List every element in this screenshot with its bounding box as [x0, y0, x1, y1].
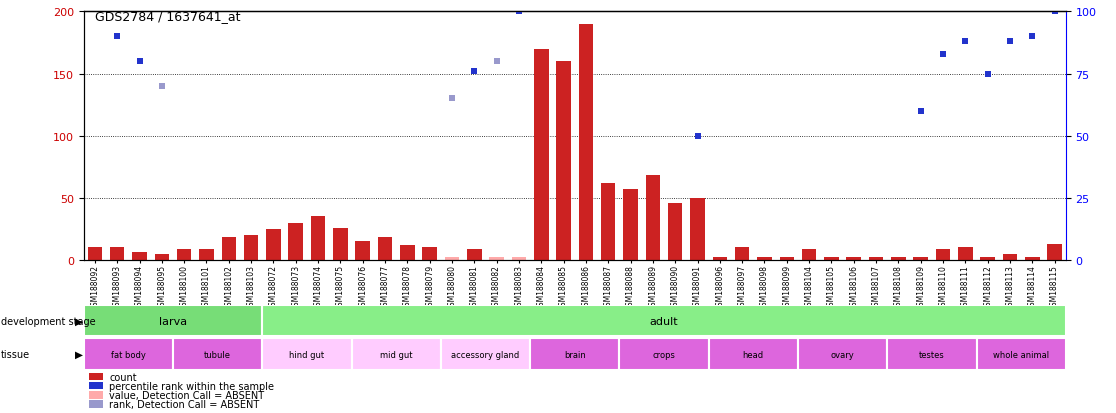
Bar	[709, 339, 798, 370]
Bar	[798, 339, 887, 370]
Bar	[868, 258, 883, 260]
Point	[443, 96, 461, 102]
Bar	[400, 245, 414, 260]
Text: rank, Detection Call = ABSENT: rank, Detection Call = ABSENT	[109, 399, 260, 409]
Text: ▶: ▶	[75, 349, 83, 359]
Bar	[887, 339, 976, 370]
Point	[86, 2, 104, 8]
Bar	[891, 258, 905, 260]
Point	[131, 59, 148, 65]
Bar	[556, 62, 570, 260]
Bar	[176, 249, 192, 260]
Bar	[262, 339, 352, 370]
Bar	[466, 249, 481, 260]
Bar	[779, 258, 793, 260]
Bar	[288, 223, 302, 260]
Bar	[645, 176, 660, 260]
Bar	[243, 235, 258, 260]
Bar	[935, 249, 950, 260]
Bar	[173, 339, 262, 370]
Point	[979, 71, 997, 78]
Bar	[824, 258, 838, 260]
Text: tissue: tissue	[1, 349, 30, 359]
Text: GDS2784 / 1637641_at: GDS2784 / 1637641_at	[95, 10, 240, 23]
Text: percentile rank within the sample: percentile rank within the sample	[109, 381, 275, 391]
Bar	[262, 306, 1066, 337]
Text: mid gut: mid gut	[379, 350, 413, 358]
Point	[689, 133, 706, 140]
Point	[153, 83, 171, 90]
Bar	[355, 242, 369, 260]
Bar	[846, 258, 860, 260]
Text: head: head	[743, 350, 763, 358]
Text: crops: crops	[653, 350, 675, 358]
Point	[912, 108, 930, 115]
Text: accessory gland: accessory gland	[451, 350, 520, 358]
Bar	[377, 238, 392, 260]
Bar	[578, 25, 593, 260]
Bar	[757, 258, 771, 260]
Bar	[221, 238, 235, 260]
Point	[934, 51, 952, 58]
Bar	[84, 339, 173, 370]
Point	[1023, 34, 1041, 40]
Point	[1001, 39, 1019, 45]
Bar	[980, 258, 994, 260]
Bar	[530, 339, 619, 370]
Text: whole animal: whole animal	[993, 350, 1049, 358]
Bar	[333, 228, 347, 260]
Bar	[199, 249, 213, 260]
Bar	[533, 50, 548, 260]
Bar	[422, 248, 436, 260]
Point	[465, 69, 483, 75]
Text: fat body: fat body	[110, 350, 146, 358]
Text: hind gut: hind gut	[289, 350, 325, 358]
Point	[956, 39, 974, 45]
Bar	[154, 254, 169, 260]
Bar	[1047, 244, 1061, 260]
Text: brain: brain	[564, 350, 586, 358]
Bar	[441, 339, 530, 370]
Bar	[623, 190, 637, 260]
Bar	[667, 203, 682, 260]
Bar	[619, 339, 709, 370]
Text: adult: adult	[650, 316, 679, 326]
Bar	[109, 248, 125, 260]
Bar	[310, 217, 325, 260]
Bar	[712, 258, 727, 260]
Bar	[266, 229, 280, 260]
Bar	[913, 258, 927, 260]
Bar	[87, 248, 102, 260]
Text: ▶: ▶	[75, 316, 83, 326]
Text: testes: testes	[918, 350, 945, 358]
Bar	[511, 258, 526, 260]
Bar	[1024, 258, 1039, 260]
Point	[510, 9, 528, 16]
Text: larva: larva	[158, 316, 187, 326]
Text: count: count	[109, 372, 137, 382]
Bar	[976, 339, 1066, 370]
Bar	[801, 249, 816, 260]
Text: tubule: tubule	[204, 350, 231, 358]
Text: development stage: development stage	[1, 316, 96, 326]
Bar	[444, 258, 459, 260]
Text: ovary: ovary	[830, 350, 855, 358]
Bar	[84, 306, 262, 337]
Point	[1046, 9, 1064, 16]
Text: value, Detection Call = ABSENT: value, Detection Call = ABSENT	[109, 390, 264, 400]
Point	[421, 0, 439, 3]
Bar	[132, 253, 146, 260]
Bar	[600, 183, 615, 260]
Bar	[352, 339, 441, 370]
Bar	[489, 258, 503, 260]
Point	[175, 2, 193, 8]
Bar	[958, 248, 972, 260]
Point	[488, 59, 506, 65]
Bar	[734, 248, 749, 260]
Bar	[690, 198, 704, 260]
Bar	[1002, 254, 1017, 260]
Point	[108, 34, 126, 40]
